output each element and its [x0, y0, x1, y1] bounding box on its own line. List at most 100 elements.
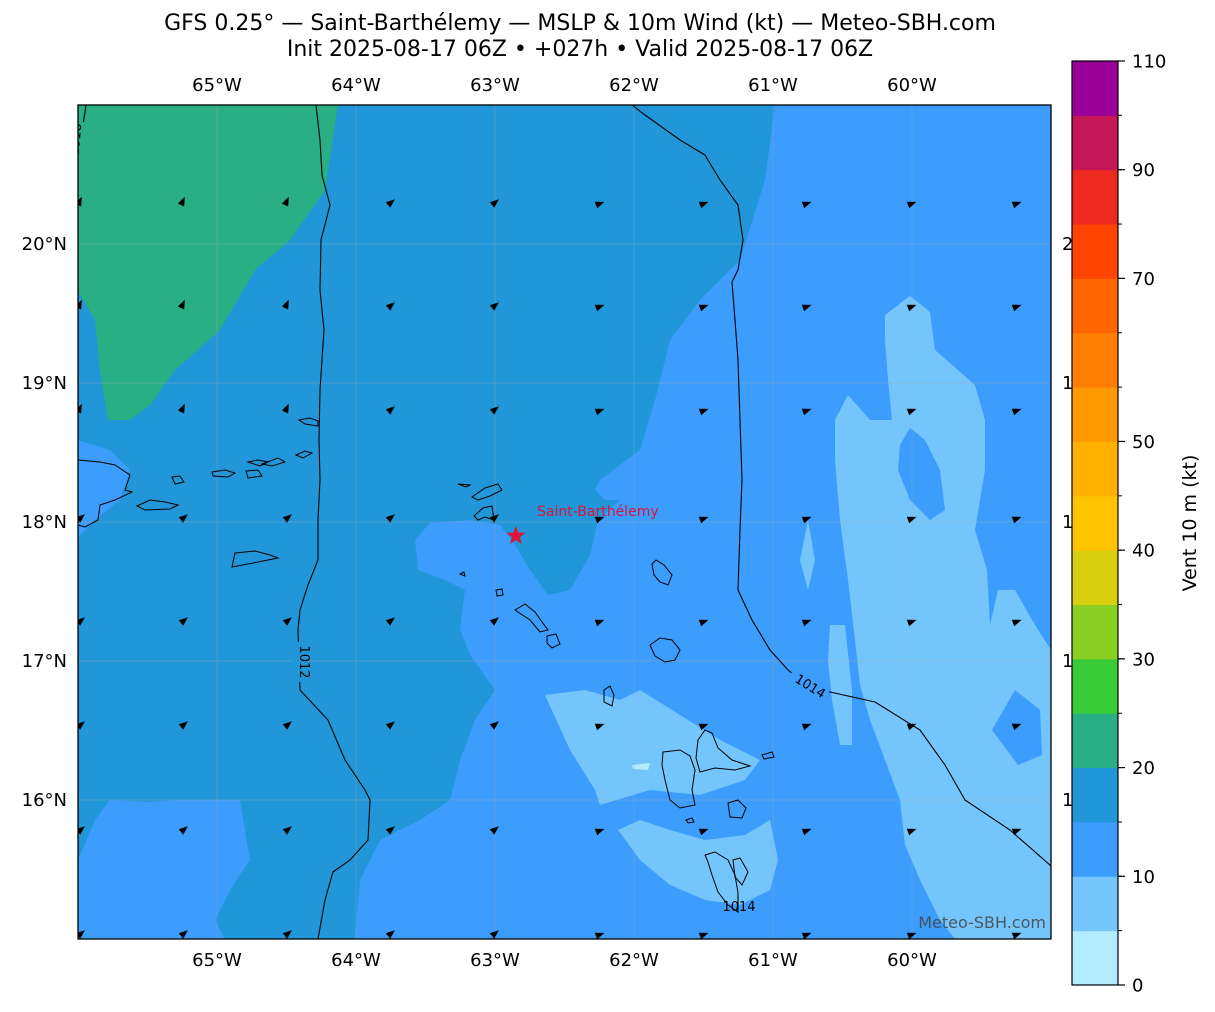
- island-guadeloupe-grande-terre: [695, 729, 752, 773]
- wind-barb-icon: [1011, 619, 1022, 627]
- wind-barb-icon: [1011, 932, 1022, 939]
- lon-label-bottom-64w: 64°W: [331, 950, 381, 971]
- wind-barb-icon: [385, 721, 395, 730]
- island-anegada: [294, 450, 314, 459]
- lon-label-bottom-61w: 61°W: [748, 950, 798, 971]
- wind-barb-icon: [1011, 304, 1022, 312]
- wind-barb-icon: [906, 516, 917, 524]
- wind-fill-mid-blue-south-lobe: [400, 870, 500, 939]
- isobar-label-1012: 1012: [296, 645, 311, 678]
- lat-label-17n: 17°N: [22, 651, 67, 672]
- wind-barb-icon: [282, 514, 292, 523]
- wind-barb-icon: [489, 930, 499, 939]
- colorbar-tick-label: 70: [1132, 269, 1155, 290]
- colorbar-tick-label: 10: [1132, 867, 1155, 888]
- wind-fill-mid-blue-west: [78, 440, 130, 540]
- island-st-thomas: [211, 469, 237, 478]
- wind-barb-icon: [698, 932, 709, 939]
- wind-barb-icon: [1011, 408, 1022, 416]
- wind-barb-icon: [698, 201, 709, 209]
- wind-barb-icon: [177, 403, 185, 414]
- wind-barb-icon: [281, 299, 289, 310]
- island-st-kitts-nevis: [514, 603, 549, 633]
- wind-barb-icon: [801, 932, 812, 939]
- wind-barb-icon: [594, 304, 605, 312]
- island-la-desirade: [761, 751, 775, 760]
- title-line-2: Init 2025-08-17 06Z • +027h • Valid 2025…: [286, 37, 874, 62]
- wind-barb-icon: [385, 826, 395, 835]
- wind-barb-icon: [1011, 828, 1022, 836]
- colorbar-tick-label: 40: [1132, 541, 1155, 562]
- right-lat-label-17: 1: [1062, 651, 1073, 672]
- colorbar-segment: [1072, 713, 1118, 769]
- wind-barb-icon: [178, 826, 188, 835]
- wind-barb-icon: [78, 721, 85, 730]
- wind-barb-icon: [906, 619, 917, 627]
- wind-barb-icon: [385, 617, 395, 626]
- wind-barb-icon: [594, 408, 605, 416]
- lon-label-top-63w: 63°W: [470, 75, 520, 96]
- wind-fill-light-blue-strip-2: [828, 625, 852, 745]
- island-montserrat: [603, 685, 615, 707]
- island-st-john: [245, 469, 263, 479]
- island-marie-galante: [727, 799, 747, 819]
- wind-barb-icon: [801, 408, 812, 416]
- wind-fill-light-blue-east: [835, 296, 1051, 939]
- wind-barb-icon: [489, 617, 499, 626]
- lat-label-19n: 19°N: [22, 373, 67, 394]
- wind-barb-icon: [78, 930, 85, 939]
- title-line-1: GFS 0.25° — Saint-Barthélemy — MSLP & 10…: [164, 11, 996, 36]
- island-vieques: [135, 499, 180, 511]
- right-lat-label-18: 1: [1062, 512, 1073, 533]
- wind-barb-icon: [906, 828, 917, 836]
- lon-label-top-62w: 62°W: [609, 75, 659, 96]
- wind-barb-icon: [698, 516, 709, 524]
- wind-barb-icon: [78, 196, 82, 207]
- island-barbuda: [651, 559, 673, 586]
- wind-barb-icon: [78, 299, 82, 310]
- wind-barb-icon: [594, 723, 605, 731]
- lon-label-bottom-63w: 63°W: [470, 950, 520, 971]
- colorbar-segment: [1072, 278, 1118, 334]
- right-lat-label-20: 2: [1062, 234, 1073, 255]
- wind-barb-icon: [698, 723, 709, 731]
- wind-barb-icon: [489, 302, 499, 311]
- wind-barb-icon: [78, 514, 85, 523]
- isobar-1012: [297, 105, 371, 939]
- island-culebra: [171, 475, 185, 485]
- island-les-saintes: [685, 817, 695, 824]
- wind-barb-icon: [1011, 201, 1022, 209]
- wind-barb-icon: [177, 196, 185, 207]
- island-st-eustatius: [495, 588, 504, 597]
- wind-barb-icon: [1011, 723, 1022, 731]
- lon-labels-bottom: 65°W 64°W 63°W 62°W 61°W 60°W: [192, 950, 937, 971]
- island-nevis: [546, 633, 561, 649]
- colorbar-segment: [1072, 224, 1118, 279]
- island-anguilla: [457, 483, 472, 488]
- wind-barb-icon: [489, 406, 499, 415]
- colorbar-segment: [1072, 876, 1118, 932]
- wind-barb-icon: [385, 302, 395, 311]
- wind-barb-icon: [594, 828, 605, 836]
- chart-title: GFS 0.25° — Saint-Barthélemy — MSLP & 10…: [0, 11, 1160, 63]
- wind-barb-icon: [801, 723, 812, 731]
- lat-label-18n: 18°N: [22, 512, 67, 533]
- wind-fill-mid-blue-sw: [78, 800, 250, 939]
- right-lat-label-19: 1: [1062, 373, 1073, 394]
- wind-barb-icon: [282, 617, 292, 626]
- wind-barb-icon: [489, 199, 499, 208]
- wind-barb-icon: [385, 514, 395, 523]
- wind-barb-icon: [698, 408, 709, 416]
- watermark: Meteo-SBH.com: [918, 913, 1046, 932]
- colorbar-segment: [1072, 115, 1118, 171]
- colorbar-segment: [1072, 767, 1118, 823]
- wind-barb-icon: [78, 403, 82, 414]
- wind-barb-icon: [698, 828, 709, 836]
- wind-fill-pale-spot: [632, 763, 650, 770]
- wind-barb-icon: [698, 304, 709, 312]
- wind-barb-icon: [178, 617, 188, 626]
- wind-barb-icon: [489, 721, 499, 730]
- wind-barb-icon: [281, 403, 289, 414]
- wind-barbs: [78, 196, 1022, 939]
- island-sombrero: [297, 417, 319, 427]
